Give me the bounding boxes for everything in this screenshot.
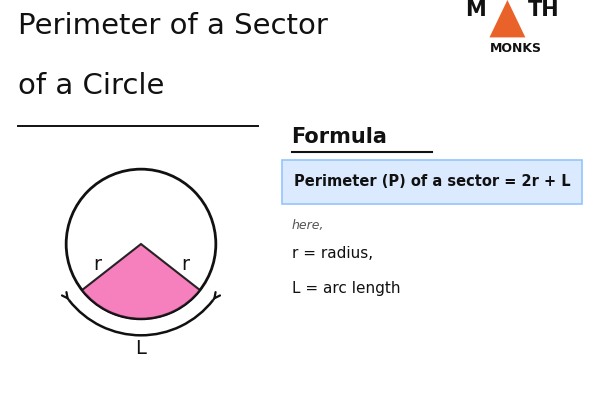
Text: TH: TH [528,0,559,20]
Text: r: r [181,255,189,274]
Text: Perimeter of a Sector: Perimeter of a Sector [18,12,328,40]
Text: L = arc length: L = arc length [292,281,400,296]
Wedge shape [82,244,200,319]
Text: MONKS: MONKS [490,42,542,55]
FancyBboxPatch shape [282,160,582,204]
Polygon shape [490,0,526,37]
Text: here,: here, [292,219,324,232]
Text: L: L [136,339,146,358]
Text: Formula: Formula [292,128,388,148]
Text: Perimeter (P) of a sector = 2r + L: Perimeter (P) of a sector = 2r + L [293,174,571,190]
Text: of a Circle: of a Circle [18,72,164,100]
Text: r: r [93,255,101,274]
Text: M: M [466,0,487,20]
Text: r = radius,: r = radius, [292,246,373,262]
